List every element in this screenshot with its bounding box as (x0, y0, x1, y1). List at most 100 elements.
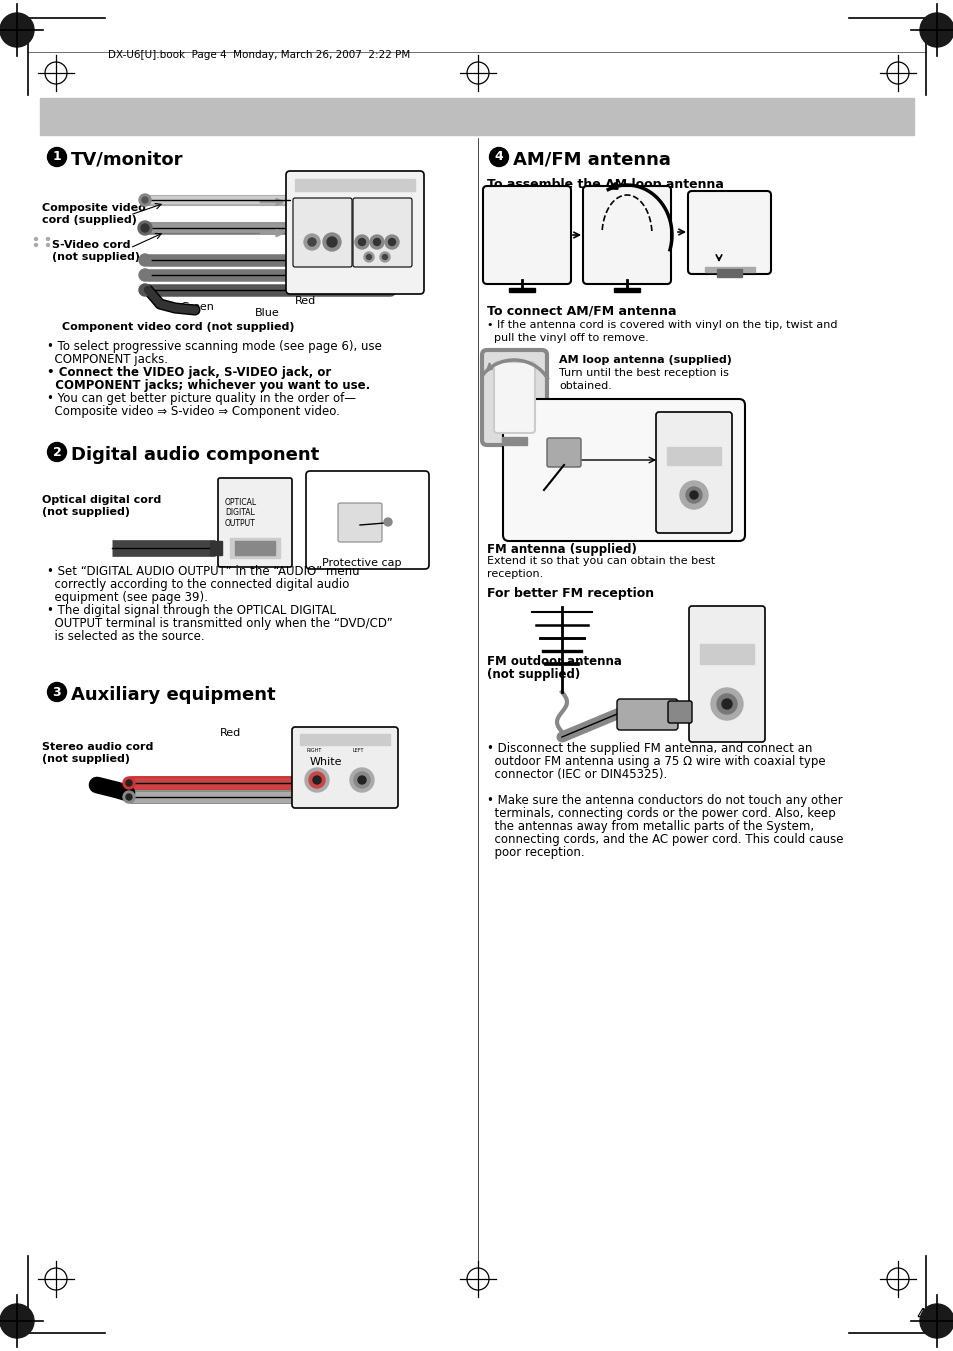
FancyBboxPatch shape (481, 350, 546, 444)
Circle shape (0, 14, 34, 47)
Bar (234, 540, 274, 555)
Text: • Make sure the antenna conductors do not touch any other: • Make sure the antenna conductors do no… (486, 794, 841, 807)
FancyBboxPatch shape (582, 186, 670, 284)
Text: COMPONENT jacks.: COMPONENT jacks. (47, 353, 168, 366)
Text: • Set “DIGITAL AUDIO OUTPUT” in the “AUDIO” menu: • Set “DIGITAL AUDIO OUTPUT” in the “AUD… (47, 565, 359, 578)
Text: Auxiliary equipment: Auxiliary equipment (71, 686, 275, 704)
Text: • The digital signal through the OPTICAL DIGITAL: • The digital signal through the OPTICAL… (47, 604, 335, 617)
Text: COAXIAL: COAXIAL (701, 730, 729, 734)
Circle shape (139, 195, 151, 205)
Circle shape (34, 243, 37, 246)
Text: ANTENNA: ANTENNA (700, 617, 737, 626)
Text: To assemble the AM loop antenna: To assemble the AM loop antenna (486, 178, 723, 190)
Circle shape (721, 698, 731, 709)
Bar (230, 538, 280, 558)
Circle shape (370, 235, 384, 249)
Text: AM loop antenna (supplied): AM loop antenna (supplied) (558, 355, 731, 365)
Text: poor reception.: poor reception. (486, 846, 584, 859)
Text: (not supplied): (not supplied) (486, 667, 579, 681)
Circle shape (139, 269, 151, 281)
FancyBboxPatch shape (306, 471, 429, 569)
Circle shape (304, 234, 319, 250)
Circle shape (358, 239, 365, 246)
Circle shape (323, 232, 340, 251)
Bar (614, 288, 639, 292)
Text: ANTENNA: ANTENNA (668, 423, 705, 432)
Text: connecting cords, and the AC power cord. This could cause: connecting cords, and the AC power cord.… (486, 834, 842, 846)
Circle shape (489, 147, 508, 166)
Text: obtained.: obtained. (558, 381, 611, 390)
Circle shape (374, 239, 380, 246)
Text: Digital audio component: Digital audio component (71, 446, 319, 463)
Text: FM antenna (supplied): FM antenna (supplied) (486, 543, 637, 557)
Circle shape (379, 253, 390, 262)
Text: Protective cap: Protective cap (322, 558, 401, 567)
Bar (210, 540, 222, 555)
Text: 1: 1 (52, 150, 61, 163)
Text: RIGHT: RIGHT (307, 748, 322, 753)
Text: pull the vinyl off to remove.: pull the vinyl off to remove. (486, 332, 648, 343)
Bar (666, 447, 720, 465)
FancyBboxPatch shape (502, 399, 744, 540)
Text: COMPONENT: COMPONENT (357, 203, 389, 207)
Text: FM 75Ω: FM 75Ω (668, 507, 692, 512)
FancyBboxPatch shape (687, 190, 770, 274)
Text: • If the antenna cord is covered with vinyl on the tip, twist and: • If the antenna cord is covered with vi… (486, 320, 837, 330)
Circle shape (384, 517, 392, 526)
FancyBboxPatch shape (353, 199, 412, 267)
Circle shape (142, 197, 148, 203)
Text: S-Video cord
(not supplied): S-Video cord (not supplied) (52, 240, 140, 262)
Circle shape (685, 486, 701, 503)
Text: To connect AM/FM antenna: To connect AM/FM antenna (486, 305, 676, 317)
Text: AM/FM antenna: AM/FM antenna (513, 151, 670, 169)
FancyBboxPatch shape (656, 412, 731, 534)
Circle shape (313, 775, 320, 784)
Text: TV/monitor: TV/monitor (71, 151, 183, 169)
Bar (704, 267, 754, 272)
Circle shape (382, 254, 387, 259)
Circle shape (47, 238, 50, 240)
Circle shape (139, 284, 151, 296)
Text: COAXIAL: COAXIAL (668, 515, 696, 520)
Text: Composite video
cord (supplied): Composite video cord (supplied) (42, 203, 146, 224)
Text: For better FM reception: For better FM reception (486, 586, 654, 600)
FancyBboxPatch shape (494, 362, 535, 434)
Text: • To select progressive scanning mode (see page 6), use: • To select progressive scanning mode (s… (47, 340, 381, 353)
Circle shape (710, 688, 742, 720)
Text: Optical digital cord
(not supplied): Optical digital cord (not supplied) (42, 494, 161, 516)
Circle shape (919, 1304, 953, 1337)
Bar (299, 734, 390, 744)
Text: 4: 4 (494, 150, 503, 163)
Circle shape (350, 767, 374, 792)
FancyBboxPatch shape (617, 698, 678, 730)
Circle shape (126, 780, 132, 786)
FancyBboxPatch shape (293, 199, 352, 267)
FancyBboxPatch shape (667, 701, 691, 723)
Text: 3: 3 (52, 685, 61, 698)
FancyBboxPatch shape (688, 607, 764, 742)
Text: FM 75Ω: FM 75Ω (701, 721, 725, 725)
Circle shape (689, 490, 698, 499)
Text: VIDEO: VIDEO (299, 203, 317, 207)
FancyBboxPatch shape (482, 186, 571, 284)
Text: Red: Red (220, 728, 241, 738)
Circle shape (717, 694, 737, 713)
Text: the antennas away from metallic parts of the System,: the antennas away from metallic parts of… (486, 820, 813, 834)
Text: 2: 2 (52, 446, 61, 458)
Circle shape (123, 790, 135, 802)
Circle shape (47, 243, 50, 246)
Circle shape (138, 222, 152, 235)
Circle shape (366, 254, 371, 259)
Circle shape (126, 794, 132, 800)
Text: is selected as the source.: is selected as the source. (47, 630, 204, 643)
Text: equipment (see page 39).: equipment (see page 39). (47, 590, 208, 604)
Text: Extend it so that you can obtain the best: Extend it so that you can obtain the bes… (486, 557, 715, 566)
Text: 4: 4 (915, 1308, 924, 1323)
Circle shape (0, 1304, 34, 1337)
Text: Composite video ⇒ S-video ⇒ Component video.: Composite video ⇒ S-video ⇒ Component vi… (47, 405, 339, 417)
Circle shape (48, 443, 67, 462)
FancyBboxPatch shape (546, 438, 580, 467)
Circle shape (388, 239, 395, 246)
Circle shape (385, 235, 398, 249)
FancyBboxPatch shape (286, 172, 423, 295)
